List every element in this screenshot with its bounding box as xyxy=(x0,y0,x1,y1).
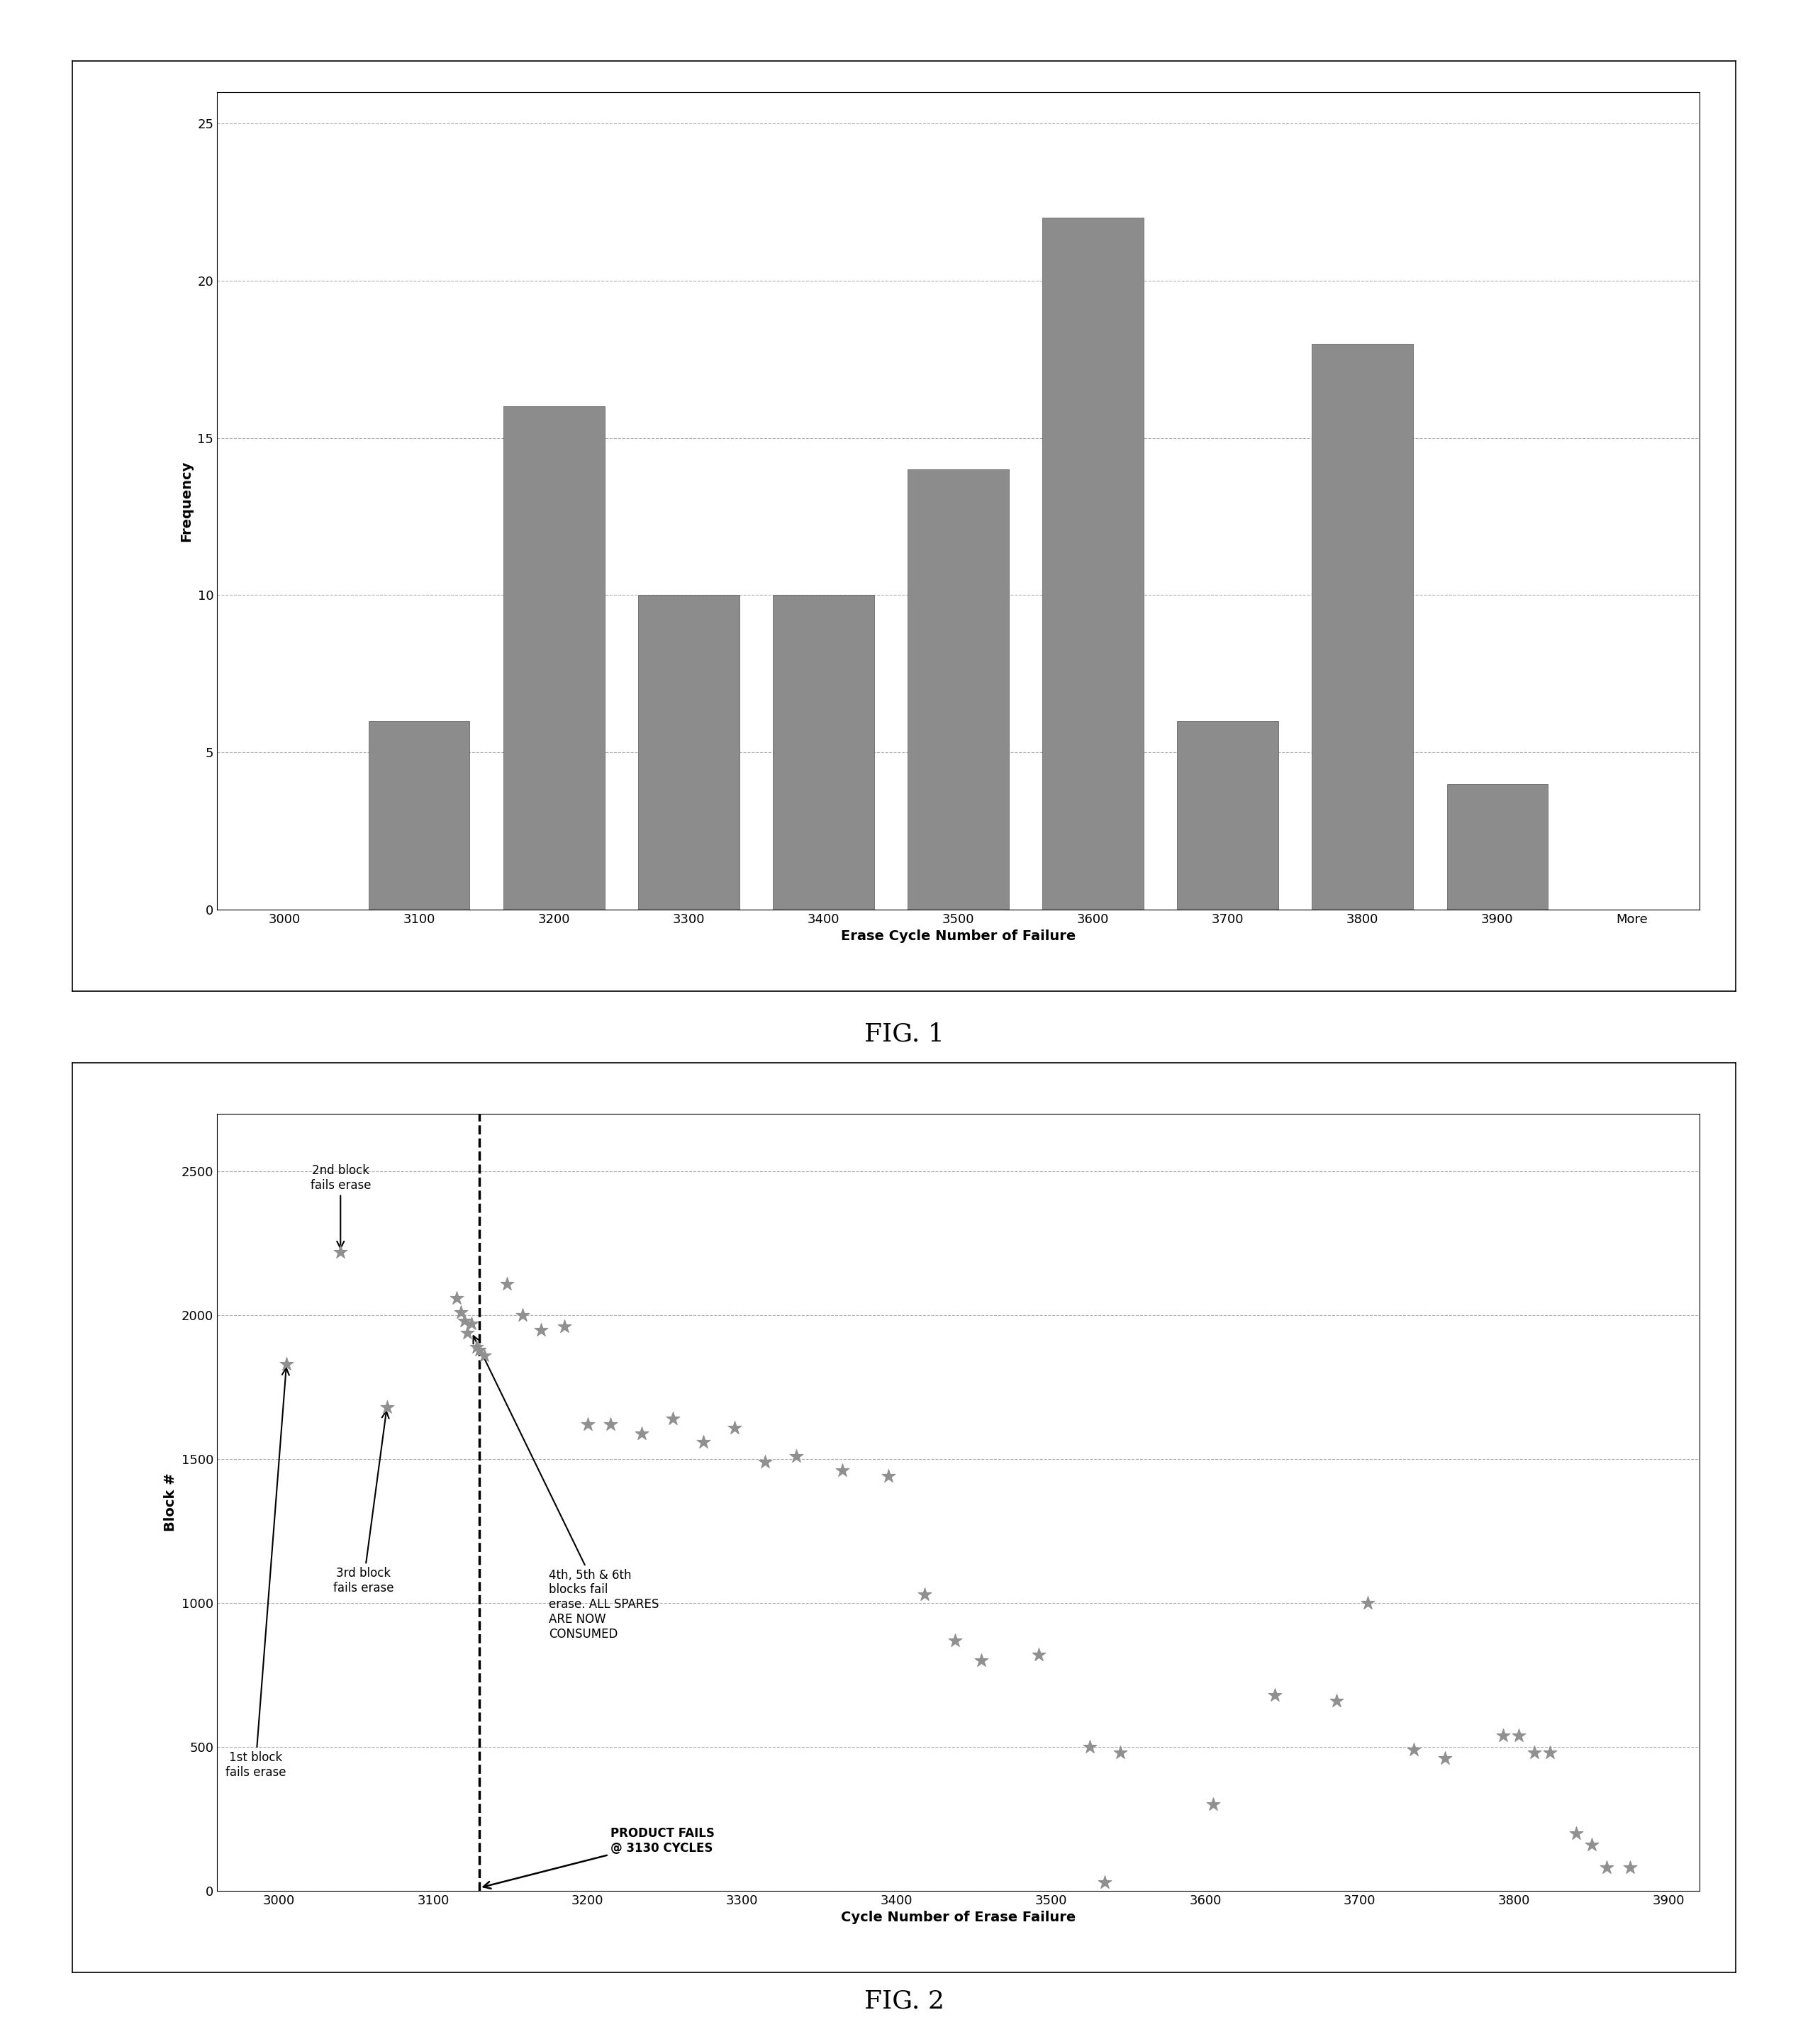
Point xyxy=(875,1459,904,1492)
Point xyxy=(1106,1735,1135,1768)
Bar xyxy=(1177,722,1278,910)
Point xyxy=(781,1439,810,1472)
X-axis label: Cycle Number of Erase Failure: Cycle Number of Erase Failure xyxy=(841,1911,1076,1923)
Text: 4th, 5th & 6th
blocks fail
erase. ALL SPARES
ARE NOW
CONSUMED: 4th, 5th & 6th blocks fail erase. ALL SP… xyxy=(474,1337,660,1641)
Y-axis label: Block #: Block # xyxy=(165,1474,177,1531)
Bar xyxy=(1043,219,1143,910)
Point xyxy=(967,1643,996,1676)
Point xyxy=(325,1237,354,1269)
Text: 2nd block
fails erase: 2nd block fails erase xyxy=(311,1165,371,1249)
Point xyxy=(573,1408,602,1441)
Point xyxy=(470,1339,499,1372)
Point xyxy=(508,1300,537,1333)
Point xyxy=(1076,1731,1105,1764)
Point xyxy=(1023,1639,1052,1672)
Point xyxy=(550,1310,579,1343)
Point xyxy=(909,1578,938,1611)
Bar xyxy=(503,407,604,910)
Y-axis label: Frequency: Frequency xyxy=(179,460,193,542)
Point xyxy=(1430,1741,1459,1774)
Point xyxy=(750,1445,779,1478)
Text: FIG. 2: FIG. 2 xyxy=(864,1989,944,2013)
Text: 1st block
fails erase: 1st block fails erase xyxy=(226,1367,289,1778)
Point xyxy=(1504,1719,1533,1752)
Text: PRODUCT FAILS
@ 3130 CYCLES: PRODUCT FAILS @ 3130 CYCLES xyxy=(483,1827,714,1889)
Point xyxy=(597,1408,626,1441)
Point xyxy=(1521,1735,1549,1768)
Point xyxy=(828,1455,857,1488)
Point xyxy=(1199,1788,1228,1821)
Bar xyxy=(1446,783,1548,910)
Point xyxy=(463,1331,492,1363)
Point xyxy=(447,1296,476,1329)
X-axis label: Erase Cycle Number of Failure: Erase Cycle Number of Failure xyxy=(841,930,1076,942)
Text: FIG. 1: FIG. 1 xyxy=(864,1022,944,1047)
Point xyxy=(940,1625,969,1658)
Bar xyxy=(774,595,873,910)
Point xyxy=(689,1425,718,1457)
Point xyxy=(1577,1827,1606,1860)
Bar xyxy=(1313,343,1414,910)
Bar xyxy=(908,470,1009,910)
Point xyxy=(1490,1719,1519,1752)
Point xyxy=(1260,1678,1289,1711)
Point xyxy=(1593,1852,1622,1885)
Point xyxy=(452,1316,481,1349)
Point xyxy=(494,1267,523,1300)
Point xyxy=(372,1392,401,1425)
Point xyxy=(720,1410,749,1443)
Point xyxy=(1322,1684,1351,1717)
Point xyxy=(441,1282,470,1314)
Point xyxy=(1535,1735,1564,1768)
Point xyxy=(1616,1852,1645,1885)
Bar xyxy=(369,722,470,910)
Text: 3rd block
fails erase: 3rd block fails erase xyxy=(333,1410,394,1594)
Bar xyxy=(638,595,739,910)
Point xyxy=(457,1308,486,1341)
Point xyxy=(1352,1586,1381,1619)
Point xyxy=(526,1314,555,1347)
Point xyxy=(1399,1733,1428,1766)
Point xyxy=(658,1402,687,1435)
Point xyxy=(1090,1866,1119,1899)
Point xyxy=(465,1333,494,1365)
Point xyxy=(627,1416,656,1449)
Point xyxy=(1562,1817,1591,1850)
Point xyxy=(450,1304,479,1337)
Point xyxy=(271,1347,300,1380)
